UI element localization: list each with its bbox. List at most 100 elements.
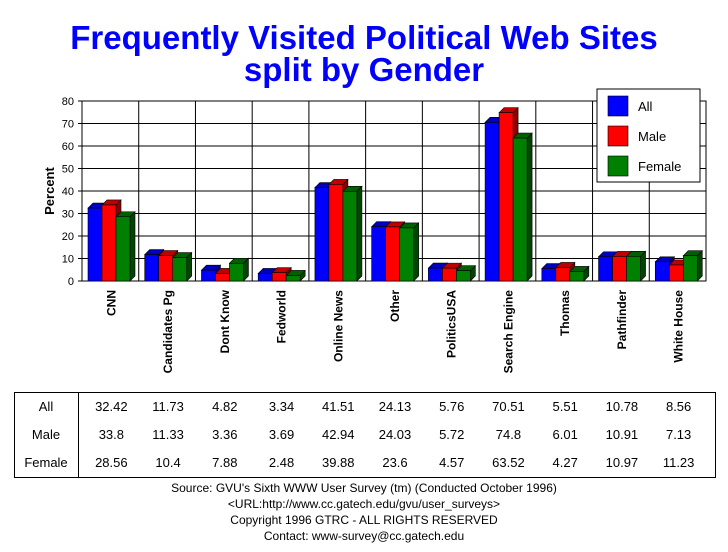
table-cell: 70.51 xyxy=(492,399,525,414)
x-tick-label: Dont Know xyxy=(218,289,232,353)
y-axis-label: Percent xyxy=(42,166,57,214)
table-cell: 24.03 xyxy=(378,427,412,442)
table-cell: 2.48 xyxy=(268,455,295,470)
table-cell: 4.57 xyxy=(439,455,465,470)
bar-female xyxy=(342,190,358,282)
table-cell: 11.73 xyxy=(152,399,184,414)
x-tick-label: Search Engine xyxy=(501,290,515,374)
table-cell: 42.94 xyxy=(321,427,355,442)
bar-male xyxy=(442,267,457,282)
bar-all xyxy=(428,267,443,282)
table-cell: 5.72 xyxy=(439,427,465,442)
bar-all xyxy=(541,268,557,282)
table-cell: 7.13 xyxy=(665,427,692,442)
table-cell: 24.13 xyxy=(378,399,412,414)
bar-all xyxy=(371,226,386,282)
y-tick-label: 40 xyxy=(62,186,74,198)
table-row: Male 33.8 11.33 3.36 3.69 42.94 24.03 5.72 74.8 6… xyxy=(15,421,715,449)
bar-male xyxy=(385,226,400,282)
bar-female xyxy=(285,275,301,282)
table-cell: 63.52 xyxy=(492,455,525,470)
y-tick-label: 80 xyxy=(62,96,74,108)
table-cell: 3.69 xyxy=(268,427,295,442)
x-tick-label: Thomas xyxy=(558,290,572,336)
table-row-label: Male xyxy=(31,427,61,442)
bar-male xyxy=(555,267,571,282)
legend-swatch xyxy=(607,95,629,117)
bar-male xyxy=(215,273,230,282)
footer: Source: GVU's Sixth WWW User Survey (tm)… xyxy=(0,480,728,544)
bar-male xyxy=(158,255,174,282)
table-row-label: All xyxy=(38,399,54,414)
table-cell: 4.82 xyxy=(212,399,238,414)
table-cell: 10.4 xyxy=(155,455,181,470)
bar-all xyxy=(87,207,103,282)
bar-chart: 0 10 20 30 40 50 60 70 80 Percent CNN Candidates Pg… xyxy=(42,88,707,374)
y-tick-label: 10 xyxy=(62,254,74,266)
bar-side xyxy=(526,132,533,282)
chart-title-line-2: split by Gender xyxy=(243,51,485,88)
data-table: All 32.42 11.73 4.82 3.34 41.51 24.13 5.76 70.51… xyxy=(14,392,716,478)
bar-female xyxy=(229,262,244,282)
bar-side xyxy=(129,211,136,282)
x-tick-label: Other xyxy=(388,290,402,322)
footer-contact: Contact: www-survey@cc.gatech.edu xyxy=(263,529,465,543)
x-tick-label: Pathfinder xyxy=(615,290,629,350)
table-divider xyxy=(78,393,79,477)
table-row-label: Female xyxy=(24,455,68,470)
table-cell: 39.88 xyxy=(321,455,355,470)
bar-female xyxy=(399,227,414,282)
bar-female xyxy=(115,216,131,282)
legend-label: Female xyxy=(638,159,681,174)
table-cell: 32.42 xyxy=(95,399,128,414)
footer-copyright: Copyright 1996 GTRC - ALL RIGHTS RESERVE… xyxy=(230,513,498,527)
table-cell: 7.88 xyxy=(212,455,238,470)
bar-all xyxy=(654,261,670,282)
y-tick-label: 50 xyxy=(62,164,74,176)
y-tick-label: 70 xyxy=(62,119,74,131)
y-tick-label: 0 xyxy=(68,276,74,288)
legend-label: Male xyxy=(638,129,666,144)
table-cell: 4.27 xyxy=(552,455,578,470)
bar-all xyxy=(144,254,160,282)
table-cell: 3.36 xyxy=(212,427,238,442)
bar-male xyxy=(101,204,117,282)
bar-male xyxy=(498,112,514,282)
bar-all xyxy=(598,256,613,282)
y-tick-label: 60 xyxy=(62,141,74,153)
bar-all xyxy=(201,269,216,282)
bar-female xyxy=(512,137,528,282)
chart-title-line-1: Frequently Visited Political Web Sites xyxy=(70,19,658,56)
table-cell: 11.23 xyxy=(662,455,695,470)
bar-male xyxy=(328,184,344,282)
bar-all xyxy=(314,187,330,282)
bar-male xyxy=(668,264,684,282)
bar-female xyxy=(569,271,585,282)
bar-side xyxy=(413,222,419,282)
table-cell: 10.91 xyxy=(605,427,639,442)
x-tick-label: CNN xyxy=(104,290,118,316)
chart-title: Frequently Visited Political Web Sites s… xyxy=(0,19,728,88)
legend-swatch xyxy=(607,125,629,147)
footer-source: Source: GVU's Sixth WWW User Survey (tm)… xyxy=(171,481,557,495)
table-cell: 3.34 xyxy=(268,399,295,414)
table-cell: 11.33 xyxy=(152,427,184,442)
bar-female xyxy=(172,257,188,282)
legend-label: All xyxy=(638,99,653,114)
bar-female xyxy=(682,255,698,282)
bar-all xyxy=(257,273,273,282)
x-tick-label: Online News xyxy=(331,290,345,362)
table-row: All 32.42 11.73 4.82 3.34 41.51 24.13 5.76 70.51… xyxy=(15,393,715,421)
table-row: Female 28.56 10.4 7.88 2.48 39.88 23.6 4.57 63.5… xyxy=(15,449,715,477)
bar-female xyxy=(456,270,471,282)
table-cell: 41.51 xyxy=(321,399,355,414)
table-cell: 74.8 xyxy=(495,427,522,442)
table-cell: 6.01 xyxy=(552,427,578,442)
table-cell: 10.78 xyxy=(605,399,639,414)
y-tick-label: 20 xyxy=(62,231,74,243)
x-tick-label: PoliticsUSA xyxy=(445,290,459,358)
y-tick-label: 30 xyxy=(62,209,74,221)
x-tick-label: Fedworld xyxy=(275,290,289,343)
table-cell: 5.51 xyxy=(552,399,578,414)
bar-side xyxy=(356,185,363,282)
